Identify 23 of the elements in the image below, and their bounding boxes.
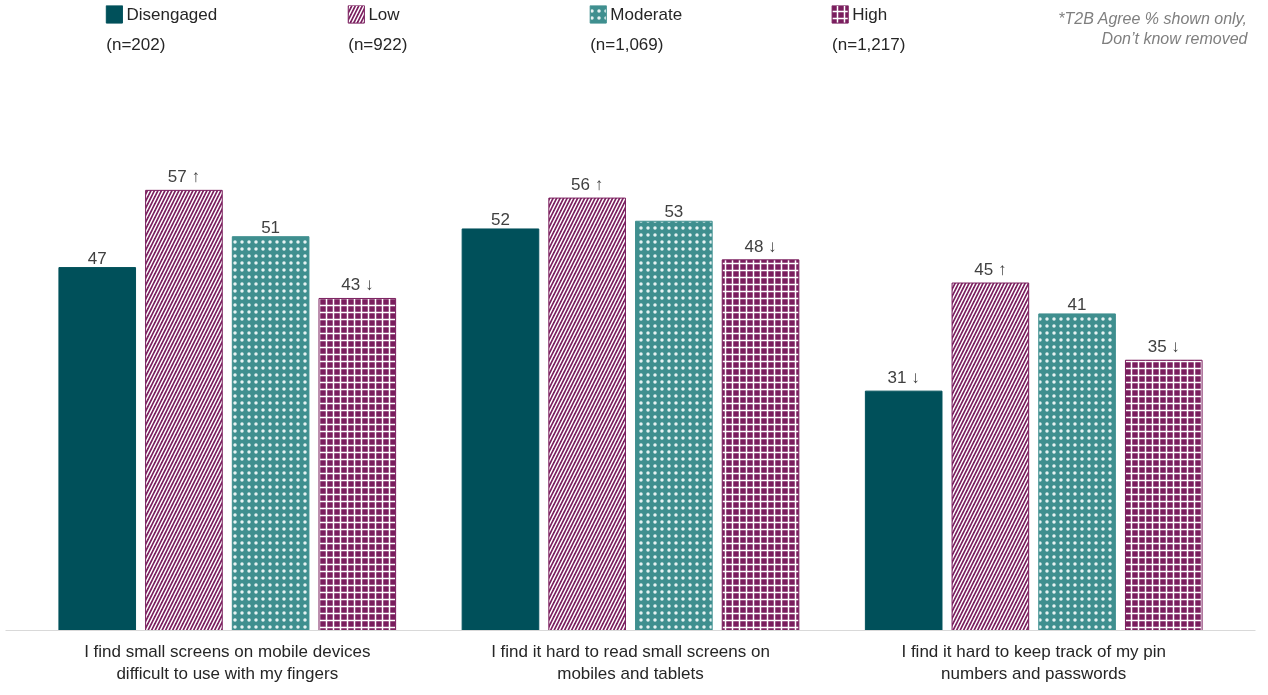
data-label: 52 <box>491 209 510 229</box>
x-tick-label: I find it hard to keep track of my pin numbers and passwords <box>901 641 1167 684</box>
data-label: 35 ↓ <box>1147 337 1180 357</box>
data-label: 43 ↓ <box>341 275 374 295</box>
data-label: 45 ↑ <box>974 260 1007 280</box>
bar <box>461 228 540 631</box>
x-tick-label: I find small screens on mobile devices difficult to use with my fingers <box>84 641 371 684</box>
x-tick-label: I find it hard to read small screens on mobiles and tablets <box>491 641 770 684</box>
data-label: 48 ↓ <box>744 236 777 256</box>
legend-label: Low (n=922) <box>348 4 408 54</box>
bar <box>864 390 943 631</box>
data-label: 41 <box>1067 294 1087 314</box>
data-label: 47 <box>87 248 107 268</box>
legend-label: Disengaged (n=202) <box>106 4 218 54</box>
data-label: 57 ↑ <box>167 167 200 187</box>
bar <box>58 267 137 631</box>
data-label: 31 ↓ <box>887 368 920 388</box>
legend-label: High (n=1,217) <box>832 4 906 54</box>
data-label: 51 <box>261 217 281 237</box>
text: *T2B Agree % shown only, Don’t know removed <box>1058 9 1249 47</box>
data-label: 53 <box>664 202 684 222</box>
data-label: 56 ↑ <box>571 175 604 195</box>
legend-label: Moderate (n=1,069) <box>590 4 683 54</box>
